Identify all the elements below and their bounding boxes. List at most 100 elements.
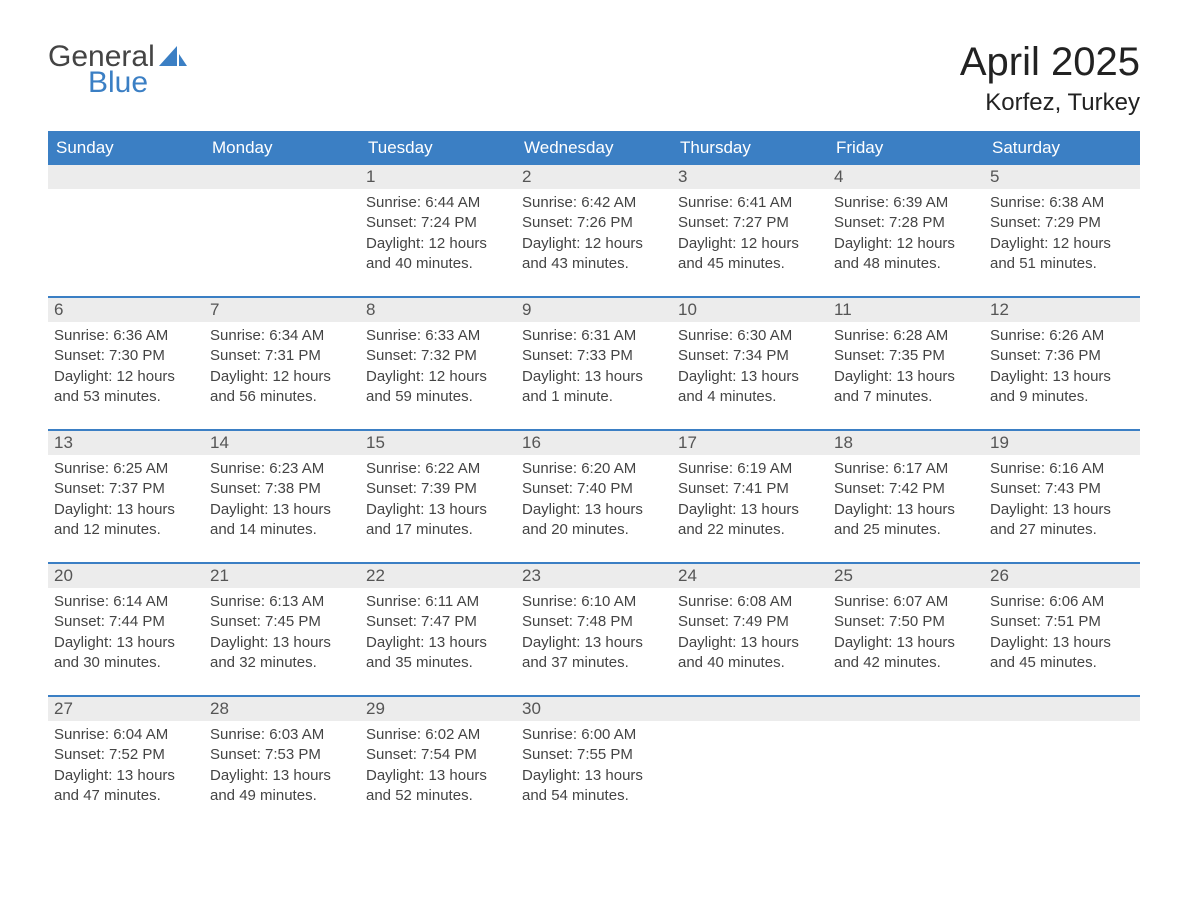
day-body	[984, 721, 1140, 725]
daylight-text: Daylight: 13 hours and 7 minutes.	[834, 367, 978, 408]
day-header-cell: Thursday	[672, 131, 828, 165]
day-body: Sunrise: 6:03 AMSunset: 7:53 PMDaylight:…	[204, 721, 360, 806]
sunrise-text: Sunrise: 6:36 AM	[54, 326, 198, 346]
day-number: 9	[516, 298, 672, 322]
day-number: 15	[360, 431, 516, 455]
day-body: Sunrise: 6:44 AMSunset: 7:24 PMDaylight:…	[360, 189, 516, 274]
day-header-row: SundayMondayTuesdayWednesdayThursdayFrid…	[48, 131, 1140, 165]
week-row: 20Sunrise: 6:14 AMSunset: 7:44 PMDayligh…	[48, 562, 1140, 673]
day-header-cell: Saturday	[984, 131, 1140, 165]
day-number	[828, 697, 984, 721]
day-cell: 20 Sunrise: 6:14 AMSunset: 7:44 PMDayligh…	[48, 564, 204, 673]
day-number: 18	[828, 431, 984, 455]
daylight-text: Daylight: 12 hours and 48 minutes.	[834, 234, 978, 275]
daylight-text: Daylight: 13 hours and 14 minutes.	[210, 500, 354, 541]
daylight-text: Daylight: 13 hours and 49 minutes.	[210, 766, 354, 807]
day-number: 12	[984, 298, 1140, 322]
day-body: Sunrise: 6:41 AMSunset: 7:27 PMDaylight:…	[672, 189, 828, 274]
day-cell	[204, 165, 360, 274]
day-cell: 11Sunrise: 6:28 AMSunset: 7:35 PMDayligh…	[828, 298, 984, 407]
sunset-text: Sunset: 7:36 PM	[990, 346, 1134, 366]
sunset-text: Sunset: 7:44 PM	[54, 612, 198, 632]
day-header-cell: Tuesday	[360, 131, 516, 165]
logo: General Blue	[48, 40, 187, 100]
day-body: Sunrise: 6:38 AMSunset: 7:29 PMDaylight:…	[984, 189, 1140, 274]
day-number: 19	[984, 431, 1140, 455]
day-cell	[984, 697, 1140, 806]
daylight-text: Daylight: 13 hours and 27 minutes.	[990, 500, 1134, 541]
day-number: 22	[360, 564, 516, 588]
day-number: 24	[672, 564, 828, 588]
day-body	[672, 721, 828, 725]
day-body: Sunrise: 6:07 AMSunset: 7:50 PMDaylight:…	[828, 588, 984, 673]
sunset-text: Sunset: 7:48 PM	[522, 612, 666, 632]
daylight-text: Daylight: 12 hours and 45 minutes.	[678, 234, 822, 275]
day-body: Sunrise: 6:31 AMSunset: 7:33 PMDaylight:…	[516, 322, 672, 407]
day-body: Sunrise: 6:34 AMSunset: 7:31 PMDaylight:…	[204, 322, 360, 407]
sunset-text: Sunset: 7:45 PM	[210, 612, 354, 632]
day-cell: 8Sunrise: 6:33 AMSunset: 7:32 PMDaylight…	[360, 298, 516, 407]
sunset-text: Sunset: 7:40 PM	[522, 479, 666, 499]
day-cell: 24Sunrise: 6:08 AMSunset: 7:49 PMDayligh…	[672, 564, 828, 673]
day-cell: 25Sunrise: 6:07 AMSunset: 7:50 PMDayligh…	[828, 564, 984, 673]
day-cell: 13Sunrise: 6:25 AMSunset: 7:37 PMDayligh…	[48, 431, 204, 540]
daylight-text: Daylight: 13 hours and 54 minutes.	[522, 766, 666, 807]
day-header-cell: Monday	[204, 131, 360, 165]
sunrise-text: Sunrise: 6:34 AM	[210, 326, 354, 346]
day-number: 8	[360, 298, 516, 322]
sunrise-text: Sunrise: 6:11 AM	[366, 592, 510, 612]
sunrise-text: Sunrise: 6:06 AM	[990, 592, 1134, 612]
day-cell: 14Sunrise: 6:23 AMSunset: 7:38 PMDayligh…	[204, 431, 360, 540]
day-cell: 29Sunrise: 6:02 AMSunset: 7:54 PMDayligh…	[360, 697, 516, 806]
day-number: 21	[204, 564, 360, 588]
sunset-text: Sunset: 7:50 PM	[834, 612, 978, 632]
day-number	[672, 697, 828, 721]
day-number: 14	[204, 431, 360, 455]
sunrise-text: Sunrise: 6:14 AM	[54, 592, 198, 612]
day-body: Sunrise: 6:11 AMSunset: 7:47 PMDaylight:…	[360, 588, 516, 673]
day-body: Sunrise: 6:33 AMSunset: 7:32 PMDaylight:…	[360, 322, 516, 407]
day-number: 13	[48, 431, 204, 455]
day-header-cell: Friday	[828, 131, 984, 165]
day-number	[48, 165, 204, 189]
day-body: Sunrise: 6:19 AMSunset: 7:41 PMDaylight:…	[672, 455, 828, 540]
day-body: Sunrise: 6:39 AMSunset: 7:28 PMDaylight:…	[828, 189, 984, 274]
day-number: 23	[516, 564, 672, 588]
day-cell: 3Sunrise: 6:41 AMSunset: 7:27 PMDaylight…	[672, 165, 828, 274]
day-number: 5	[984, 165, 1140, 189]
sunrise-text: Sunrise: 6:42 AM	[522, 193, 666, 213]
daylight-text: Daylight: 13 hours and 1 minute.	[522, 367, 666, 408]
sunset-text: Sunset: 7:47 PM	[366, 612, 510, 632]
day-cell: 30Sunrise: 6:00 AMSunset: 7:55 PMDayligh…	[516, 697, 672, 806]
day-number: 20	[48, 564, 204, 588]
sunset-text: Sunset: 7:27 PM	[678, 213, 822, 233]
day-header-cell: Sunday	[48, 131, 204, 165]
day-number: 29	[360, 697, 516, 721]
daylight-text: Daylight: 13 hours and 4 minutes.	[678, 367, 822, 408]
sunset-text: Sunset: 7:30 PM	[54, 346, 198, 366]
day-cell: 12Sunrise: 6:26 AMSunset: 7:36 PMDayligh…	[984, 298, 1140, 407]
day-body: Sunrise: 6:08 AMSunset: 7:49 PMDaylight:…	[672, 588, 828, 673]
day-number: 4	[828, 165, 984, 189]
daylight-text: Daylight: 13 hours and 37 minutes.	[522, 633, 666, 674]
day-body	[204, 189, 360, 193]
sunset-text: Sunset: 7:37 PM	[54, 479, 198, 499]
day-number: 7	[204, 298, 360, 322]
sunrise-text: Sunrise: 6:07 AM	[834, 592, 978, 612]
day-number: 25	[828, 564, 984, 588]
day-body: Sunrise: 6:20 AMSunset: 7:40 PMDaylight:…	[516, 455, 672, 540]
daylight-text: Daylight: 13 hours and 30 minutes.	[54, 633, 198, 674]
day-body	[828, 721, 984, 725]
day-body: Sunrise: 6:16 AMSunset: 7:43 PMDaylight:…	[984, 455, 1140, 540]
sunset-text: Sunset: 7:53 PM	[210, 745, 354, 765]
week-row: 1Sunrise: 6:44 AMSunset: 7:24 PMDaylight…	[48, 165, 1140, 274]
day-number: 27	[48, 697, 204, 721]
day-cell: 23 Sunrise: 6:10 AMSunset: 7:48 PMDayligh…	[516, 564, 672, 673]
day-cell: 26Sunrise: 6:06 AMSunset: 7:51 PMDayligh…	[984, 564, 1140, 673]
daylight-text: Daylight: 13 hours and 17 minutes.	[366, 500, 510, 541]
day-number: 17	[672, 431, 828, 455]
daylight-text: Daylight: 13 hours and 20 minutes.	[522, 500, 666, 541]
day-number: 16	[516, 431, 672, 455]
sunrise-text: Sunrise: 6:10 AM	[522, 592, 666, 612]
week-row: 6Sunrise: 6:36 AMSunset: 7:30 PMDaylight…	[48, 296, 1140, 407]
